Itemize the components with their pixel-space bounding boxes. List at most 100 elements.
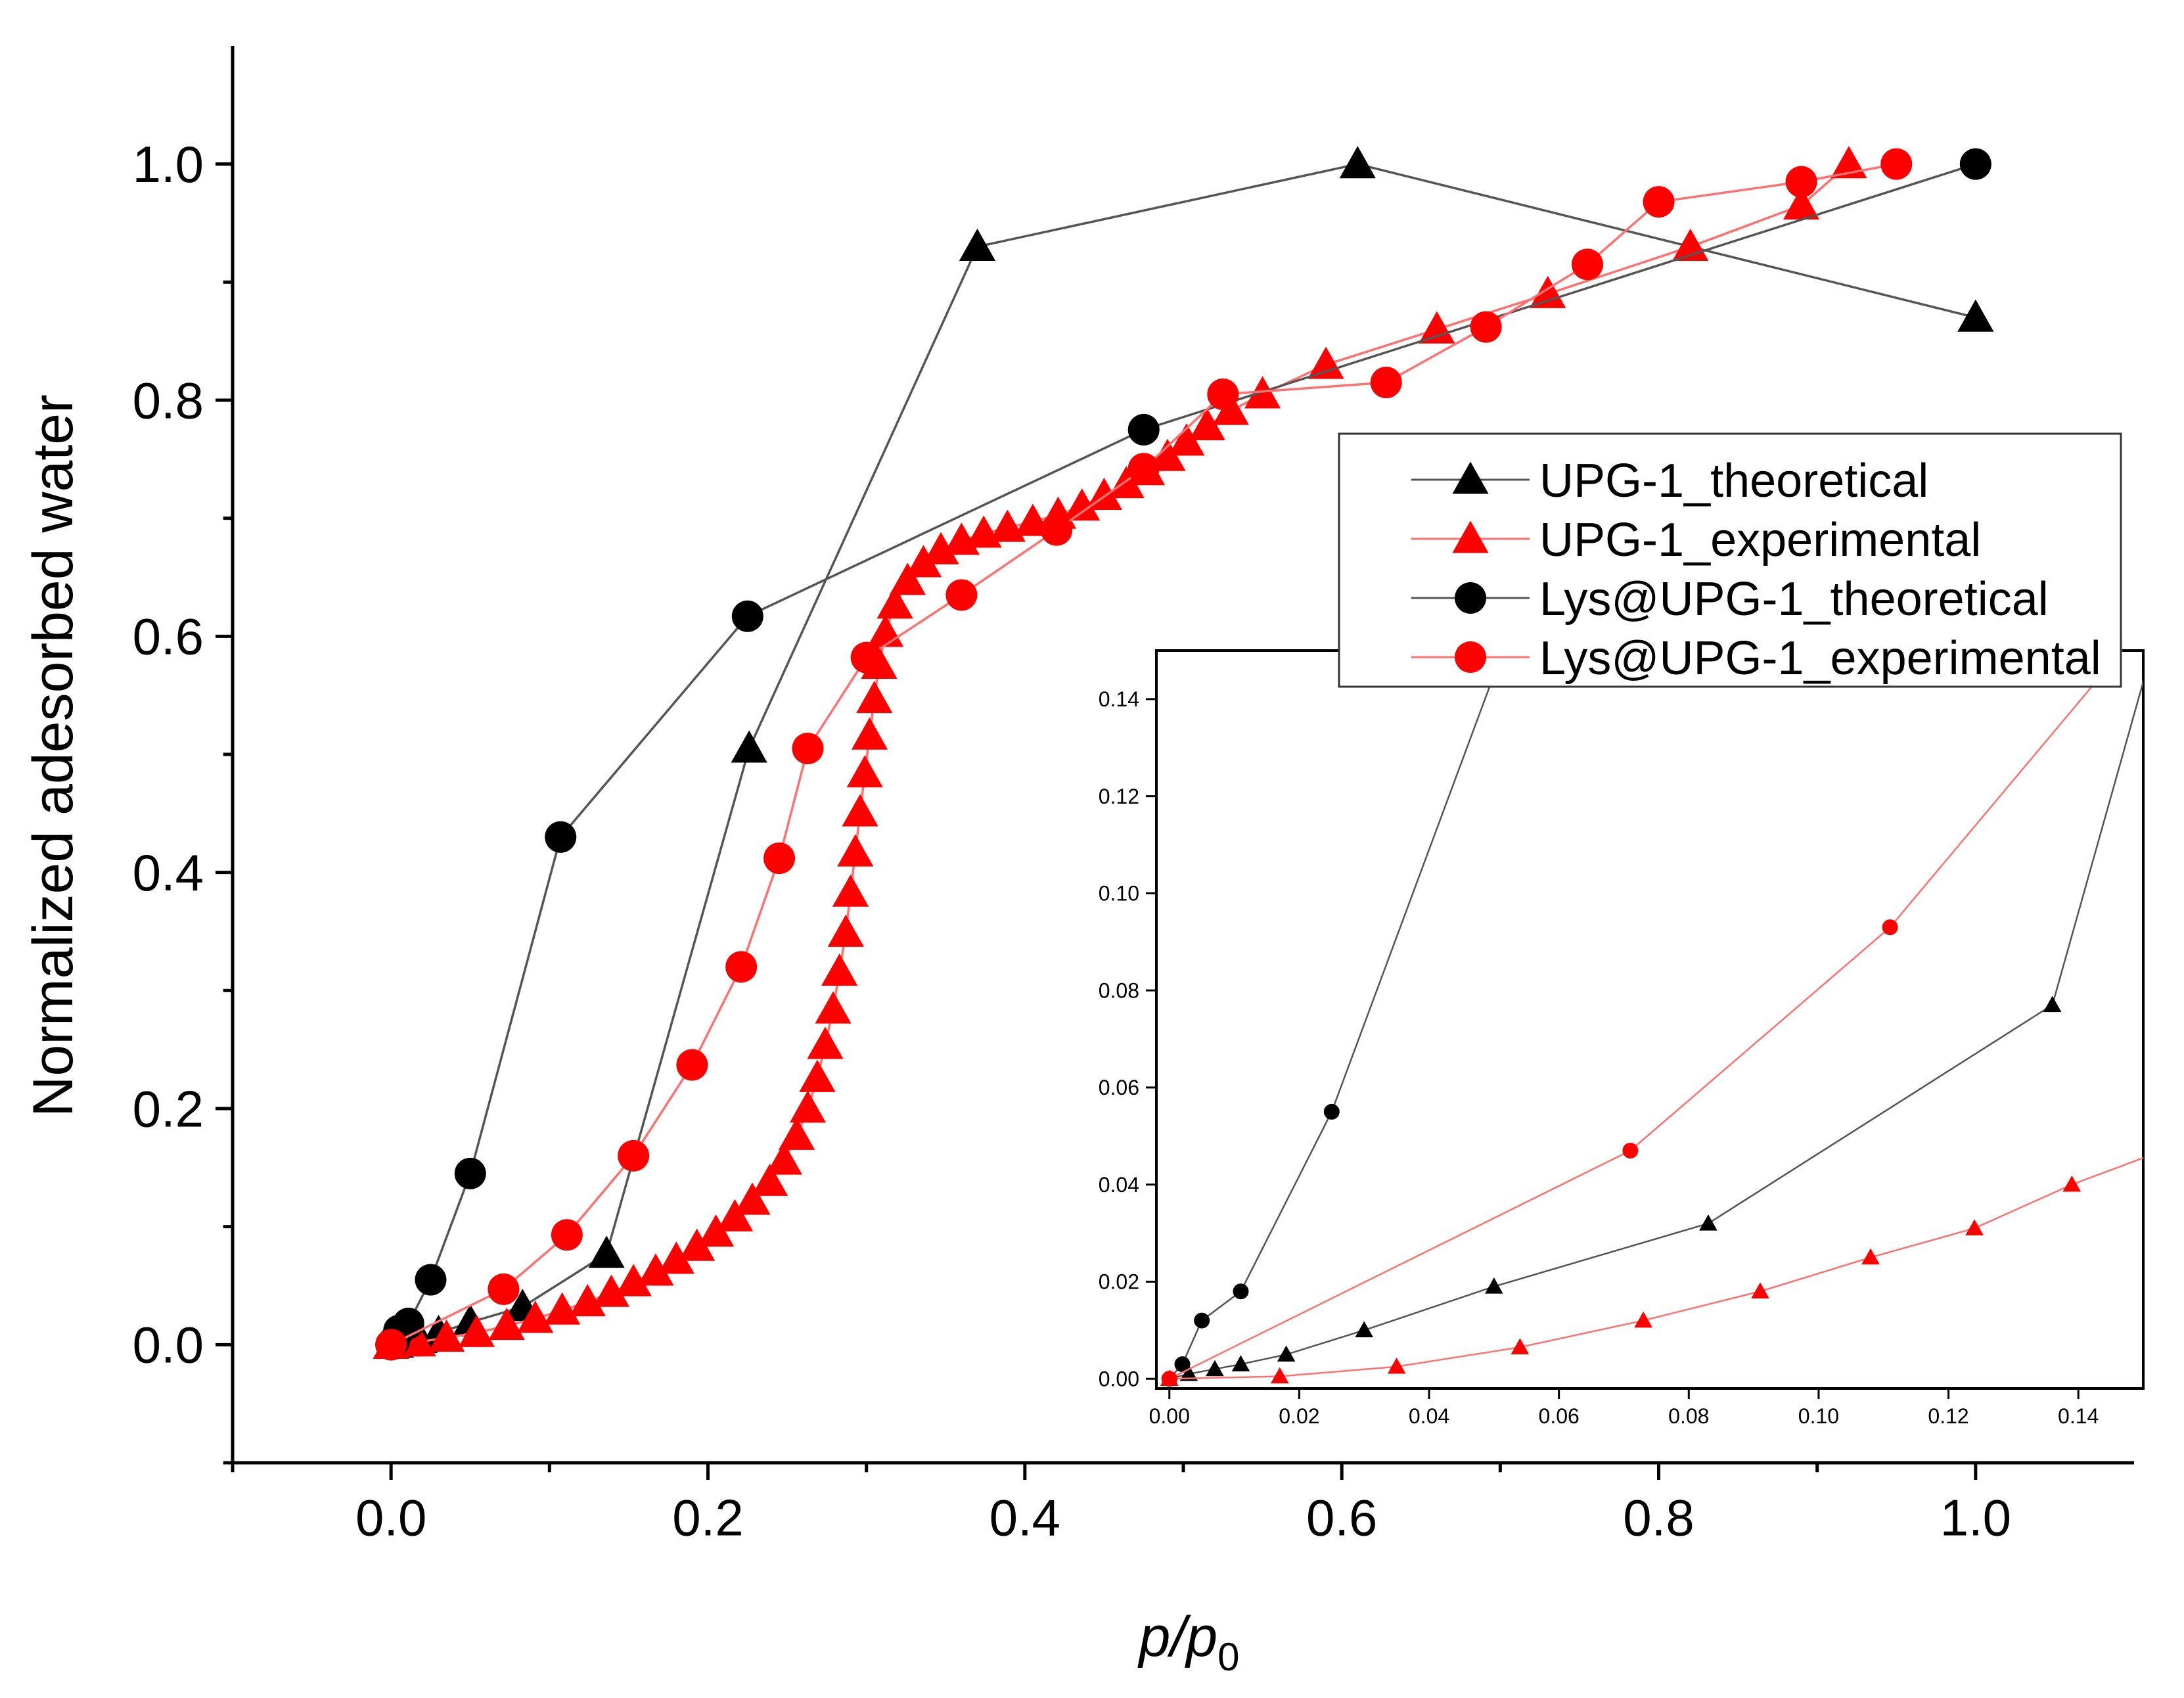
main-data-point	[842, 794, 878, 827]
inset-data-point	[1270, 1367, 1289, 1384]
main-data-point	[1339, 146, 1376, 179]
main-data-point	[569, 1284, 606, 1317]
legend-marker	[1455, 582, 1486, 614]
main-data-point	[454, 1157, 486, 1189]
inset-data-point	[1511, 1338, 1530, 1354]
inset-x-tick-label: 0.10	[1798, 1404, 1839, 1428]
legend-marker	[1452, 461, 1489, 494]
main-data-point	[637, 1253, 674, 1286]
main-x-tick-label: 0.8	[1623, 1488, 1694, 1546]
main-data-point	[731, 730, 767, 763]
main-y-tick-label: 1.0	[133, 135, 204, 193]
main-data-point	[827, 914, 864, 947]
main-data-point	[658, 1241, 694, 1274]
main-data-point	[544, 1292, 581, 1325]
inset-x-tick-label: 0.08	[1668, 1404, 1709, 1428]
legend-label: UPG-1_theoretical	[1539, 455, 1928, 507]
inset-x-tick-label: 0.06	[1539, 1404, 1580, 1428]
inset-x-tick-label: 0.00	[1149, 1404, 1190, 1428]
main-data-point	[821, 953, 858, 986]
main-data-point	[905, 545, 942, 578]
main-data-point	[765, 1142, 802, 1175]
inset-data-point	[1751, 1282, 1769, 1299]
inset-data-point	[1233, 1283, 1249, 1300]
inset-series-line	[1169, 1157, 2143, 1380]
main-data-point	[488, 1307, 525, 1341]
main-data-point	[517, 1300, 554, 1333]
main-data-point	[1041, 514, 1073, 546]
main-data-point	[1957, 299, 1994, 332]
main-data-point	[488, 1273, 520, 1305]
main-data-point	[778, 1117, 815, 1150]
inset-series-lys-upg-1-experimental	[1161, 651, 2124, 1387]
main-data-point	[1880, 148, 1913, 180]
main-y-tick-label: 0.0	[133, 1316, 204, 1374]
main-data-point	[1783, 187, 1820, 220]
inset-y-tick-label: 0.06	[1099, 1076, 1139, 1099]
x-axis-title-p: p/	[1137, 1605, 1192, 1668]
legend-item-lys-upg-1-experimental: Lys@UPG-1_experimental	[1411, 632, 2101, 685]
main-data-point	[375, 1329, 407, 1361]
main-data-point	[415, 1264, 447, 1296]
inset-y-tick-label: 0.10	[1099, 882, 1139, 906]
main-data-point	[1189, 407, 1225, 441]
main-data-point	[850, 641, 882, 674]
main-data-point	[763, 842, 796, 875]
inset-data-point	[1387, 1357, 1406, 1374]
main-data-point	[545, 821, 577, 853]
inset-data-point	[1277, 1345, 1296, 1362]
inset-data-point	[1699, 1214, 1718, 1231]
main-y-tick-label: 0.2	[133, 1080, 204, 1137]
main-data-point	[1149, 438, 1186, 471]
main-data-point	[876, 586, 913, 619]
main-data-point	[588, 1235, 625, 1268]
legend-marker	[1455, 641, 1486, 673]
main-data-point	[807, 1026, 844, 1059]
main-data-point	[697, 1214, 735, 1247]
y-axis-title: Normalized adesorbed water	[22, 394, 85, 1116]
main-data-point	[1127, 453, 1160, 485]
main-x-tick-label: 1.0	[1940, 1488, 2011, 1546]
main-data-point	[1419, 311, 1455, 344]
main-data-point	[959, 228, 996, 261]
main-data-point	[815, 991, 852, 1024]
main-data-point	[889, 562, 926, 595]
main-data-point	[1530, 275, 1566, 308]
inset-frame	[1155, 649, 2145, 1390]
main-data-point	[846, 755, 883, 788]
inset-x-tick-label: 0.04	[1409, 1404, 1449, 1428]
main-data-point	[1571, 248, 1603, 281]
inset-x-tick-label: 0.12	[1928, 1404, 1968, 1428]
inset-data-point	[1179, 1365, 1198, 1381]
legend-label: UPG-1_experimental	[1539, 514, 1981, 566]
inset-x-tick-label: 0.14	[2058, 1404, 2099, 1428]
inset-data-point	[1634, 1311, 1652, 1328]
x-axis-title: p/p0	[1137, 1605, 1240, 1679]
main-data-point	[1212, 392, 1249, 425]
inset-y-tick-label: 0.02	[1099, 1270, 1139, 1294]
inset-data-point	[1861, 1248, 1880, 1265]
main-data-point	[832, 874, 869, 907]
inset-data-point	[1161, 1371, 1177, 1387]
main-data-point	[679, 1228, 716, 1261]
inset-y-tick-label: 0.14	[1099, 687, 1139, 711]
legend-marker	[1452, 520, 1489, 553]
inset-y-tick-label: 0.12	[1099, 785, 1139, 808]
main-data-point	[837, 834, 874, 867]
main-data-point	[789, 1090, 827, 1123]
main-data-point	[399, 1324, 436, 1357]
inset-data-point	[1965, 1219, 1984, 1235]
main-y-tick-label: 0.4	[133, 844, 204, 902]
main-data-point	[458, 1314, 495, 1347]
main-data-point	[799, 1059, 836, 1092]
main-data-point	[618, 1139, 650, 1172]
inset-data-point	[1485, 1277, 1503, 1294]
legend-label: Lys@UPG-1_theoretical	[1539, 573, 2049, 626]
main-data-point	[593, 1274, 629, 1307]
inset-plot-area	[1160, 651, 2143, 1387]
main-data-point	[792, 733, 824, 765]
main-data-point	[1959, 148, 1991, 180]
inset-data-point	[1622, 1142, 1639, 1159]
main-data-point	[1785, 166, 1817, 198]
